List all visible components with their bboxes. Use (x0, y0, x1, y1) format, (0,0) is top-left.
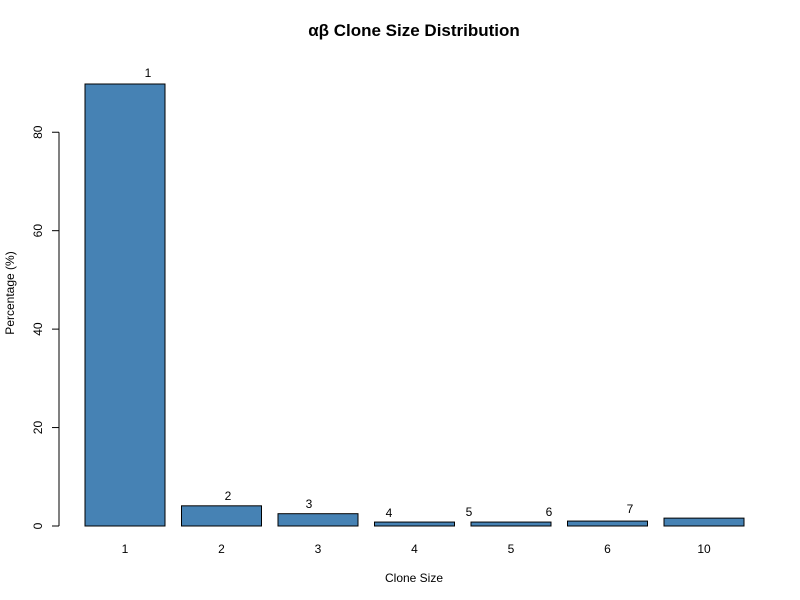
x-tick-label: 3 (315, 542, 322, 556)
x-tick-label: 10 (697, 542, 711, 556)
bar (84, 83, 166, 527)
annotation-labels: 1 2 3 4 5 6 7 (145, 66, 634, 520)
chart-title: αβ Clone Size Distribution (308, 21, 520, 40)
y-tick-label: 0 (31, 522, 45, 529)
y-tick-label: 40 (31, 322, 45, 336)
bar (181, 505, 262, 527)
y-tick-label: 80 (31, 125, 45, 139)
bar (663, 517, 745, 527)
y-tick-label: 20 (31, 421, 45, 435)
x-axis-label: Clone Size (385, 571, 443, 585)
x-tick-labels: 1 2 3 4 5 6 10 (122, 542, 711, 556)
data-label: 1 (145, 66, 152, 80)
y-axis: 0 20 40 60 80 (31, 125, 60, 529)
bar (277, 513, 359, 527)
data-label: 2 (225, 489, 232, 503)
x-tick-label: 6 (604, 542, 611, 556)
data-label: 5 (466, 505, 473, 519)
x-tick-label: 2 (218, 542, 225, 556)
bars-group (84, 83, 745, 527)
x-tick-label: 5 (508, 542, 515, 556)
bar (470, 521, 552, 527)
data-label: 4 (386, 506, 393, 520)
y-axis-label: Percentage (%) (3, 251, 17, 334)
data-label: 6 (546, 505, 553, 519)
y-tick-label: 60 (31, 224, 45, 238)
x-tick-label: 1 (122, 542, 129, 556)
x-tick-label: 4 (411, 542, 418, 556)
bar (374, 521, 455, 527)
data-label: 7 (627, 502, 634, 516)
bar (567, 520, 648, 527)
data-label: 3 (306, 497, 313, 511)
